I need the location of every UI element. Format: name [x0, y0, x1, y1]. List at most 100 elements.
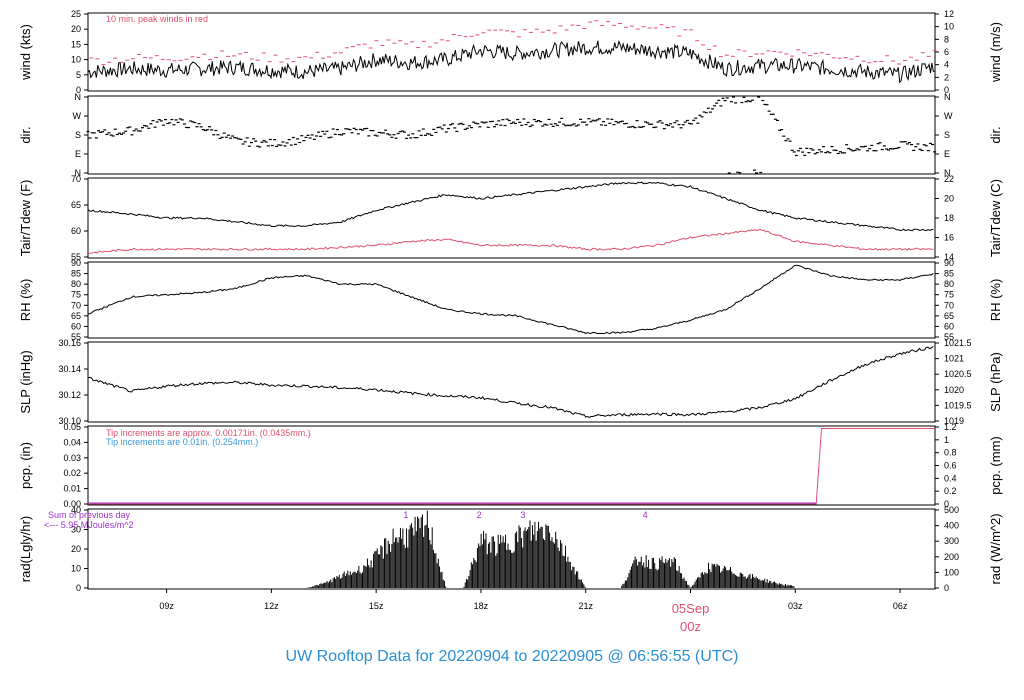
right-tick-label-rad: 0 — [944, 583, 949, 593]
right-tick-label-temp: 20 — [944, 194, 954, 204]
left-tick-label-rad: 0 — [76, 583, 81, 593]
right-tick-label-rh: 75 — [944, 290, 954, 300]
left-tick-label-rad: 40 — [71, 505, 81, 515]
right-tick-label-rad: 200 — [944, 552, 959, 562]
left-tick-label-dir: N — [75, 168, 82, 178]
right-tick-label-dir: S — [944, 130, 950, 140]
right-tick-label-slp: 1021 — [944, 354, 964, 364]
rh-series-line — [87, 264, 934, 335]
right-tick-label-rh: 55 — [944, 332, 954, 342]
right-tick-label-dir: E — [944, 149, 950, 159]
right-tick-label-pcp: 1 — [944, 435, 949, 445]
radiation-note-1: Sum of previous day — [48, 510, 131, 520]
left-tick-label-wind: 15 — [71, 39, 81, 49]
left-axis-title-wind: wind (kts) — [18, 24, 33, 81]
right-axis-title-rh: RH (%) — [988, 279, 1003, 322]
right-tick-label-pcp: 0.4 — [944, 473, 957, 483]
right-tick-label-wind: 8 — [944, 34, 949, 44]
x-tick-label: 12z — [264, 601, 279, 611]
wind-series-line — [87, 39, 935, 84]
left-tick-label-rh: 60 — [71, 321, 81, 331]
left-tick-label-temp: 60 — [71, 226, 81, 236]
right-tick-label-slp: 1019.5 — [944, 400, 972, 410]
right-tick-label-rad: 500 — [944, 505, 959, 515]
radiation-marker: 4 — [643, 510, 648, 520]
right-tick-label-rad: 300 — [944, 536, 959, 546]
x-tick-label: 18z — [474, 601, 489, 611]
left-axis-title-rh: RH (%) — [18, 279, 33, 322]
left-tick-label-rh: 70 — [71, 300, 81, 310]
left-tick-label-wind: 0 — [76, 85, 81, 95]
right-axis-title-temp: Tair/Tdew (C) — [988, 179, 1003, 257]
temperature-dew-line — [87, 228, 934, 254]
left-tick-label-slp: 30.14 — [58, 364, 81, 374]
right-tick-label-rh: 70 — [944, 300, 954, 310]
left-axis-title-rad: rad(Lgly/hr) — [18, 516, 33, 582]
left-tick-label-rh: 80 — [71, 279, 81, 289]
wind-note: 10 min. peak winds in red — [106, 14, 208, 24]
radiation-marker: 2 — [477, 510, 482, 520]
left-tick-label-rad: 30 — [71, 525, 81, 535]
x-date-sublabel: 00z — [680, 619, 701, 634]
right-tick-label-temp: 22 — [944, 174, 954, 184]
left-tick-label-pcp: 0.02 — [63, 468, 81, 478]
right-axis-title-slp: SLP (hPa) — [988, 352, 1003, 412]
right-tick-label-temp: 18 — [944, 213, 954, 223]
left-tick-label-dir: W — [73, 111, 82, 121]
left-tick-label-temp: 70 — [71, 174, 81, 184]
left-tick-label-wind: 25 — [71, 9, 81, 19]
panel-frame-wind — [87, 12, 936, 92]
x-tick-label: 09z — [159, 601, 174, 611]
slp-series-line — [87, 345, 934, 418]
right-tick-label-slp: 1020.5 — [944, 369, 972, 379]
x-tick-label: 15z — [369, 601, 384, 611]
left-tick-label-rh: 65 — [71, 311, 81, 321]
left-tick-label-slp: 30.10 — [58, 416, 81, 426]
left-tick-label-dir: N — [75, 92, 82, 102]
right-axis-title-rad: rad (W/m^2) — [988, 513, 1003, 584]
right-tick-label-slp: 1021.5 — [944, 338, 972, 348]
right-tick-label-pcp: 0.8 — [944, 448, 957, 458]
left-tick-label-rad: 10 — [71, 564, 81, 574]
right-tick-label-dir: N — [944, 92, 951, 102]
left-tick-label-pcp: 0.00 — [63, 499, 81, 509]
right-tick-label-rh: 60 — [944, 321, 954, 331]
right-axis-title-pcp: pcp. (mm) — [988, 436, 1003, 495]
right-tick-label-slp: 1019 — [944, 416, 964, 426]
panel-frame-rh — [87, 261, 936, 339]
right-tick-label-temp: 16 — [944, 233, 954, 243]
left-tick-label-slp: 30.16 — [58, 338, 81, 348]
radiation-marker: 1 — [403, 510, 408, 520]
right-tick-label-rad: 400 — [944, 521, 959, 531]
right-tick-label-pcp: 0 — [944, 499, 949, 509]
right-tick-label-wind: 10 — [944, 22, 954, 32]
chart-title: UW Rooftop Data for 20220904 to 20220905… — [285, 648, 739, 665]
right-tick-label-rh: 80 — [944, 279, 954, 289]
left-tick-label-rad: 20 — [71, 544, 81, 554]
left-tick-label-rh: 55 — [71, 332, 81, 342]
left-tick-label-wind: 10 — [71, 55, 81, 65]
pcp-note-1: Tip increments are approx. 0.00171in. (0… — [106, 428, 311, 438]
left-tick-label-slp: 30.12 — [58, 390, 81, 400]
right-tick-label-pcp: 0.6 — [944, 461, 957, 471]
x-tick-label: 06z — [893, 601, 908, 611]
left-tick-label-pcp: 0.03 — [63, 453, 81, 463]
right-tick-label-rad: 100 — [944, 567, 959, 577]
left-tick-label-dir: S — [75, 130, 81, 140]
x-date-label: 05Sep — [672, 601, 710, 616]
left-axis-title-dir: dir. — [18, 126, 33, 143]
left-tick-label-pcp: 0.04 — [63, 437, 81, 447]
right-tick-label-temp: 14 — [944, 252, 954, 262]
left-tick-label-rh: 75 — [71, 290, 81, 300]
right-tick-label-rh: 85 — [944, 269, 954, 279]
x-tick-label: 21z — [578, 601, 593, 611]
right-tick-label-wind: 2 — [944, 72, 949, 82]
panel-frame-temp — [87, 177, 936, 259]
left-tick-label-wind: 20 — [71, 24, 81, 34]
radiation-marker: 3 — [520, 510, 525, 520]
left-axis-title-temp: Tair/Tdew (F) — [18, 180, 33, 257]
right-tick-label-dir: W — [944, 111, 953, 121]
x-tick-label: 03z — [788, 601, 803, 611]
panel-frame-slp — [87, 341, 936, 423]
